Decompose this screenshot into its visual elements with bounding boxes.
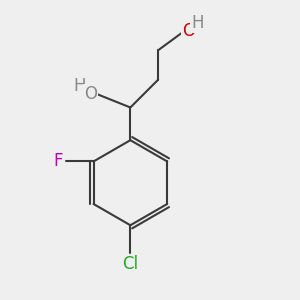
Text: H: H: [191, 14, 204, 32]
Text: O: O: [182, 22, 195, 40]
Text: Cl: Cl: [122, 254, 138, 272]
Text: H: H: [74, 77, 86, 95]
Text: O: O: [84, 85, 97, 103]
Text: F: F: [54, 152, 63, 170]
